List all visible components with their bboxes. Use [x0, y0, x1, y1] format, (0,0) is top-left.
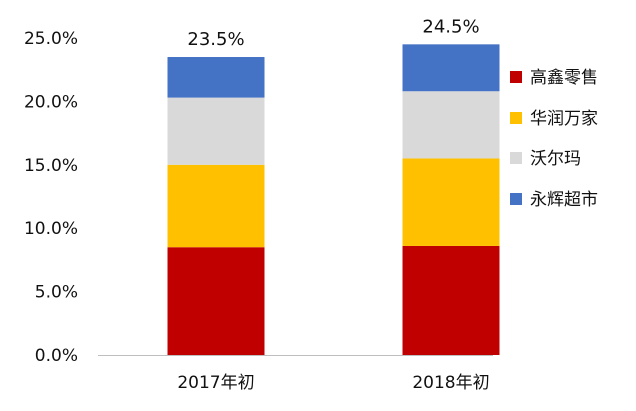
legend-swatch [510, 193, 522, 205]
y-axis: 0.0% 5.0% 10.0% 15.0% 20.0% 25.0% [24, 29, 78, 366]
y-tick-label: 10.0% [24, 219, 78, 239]
bar-segment [402, 245, 500, 355]
x-tick-label: 2017年初 [177, 373, 254, 393]
bars-group [167, 44, 500, 355]
bar-segment [402, 91, 500, 159]
legend-label: 沃尔玛 [530, 149, 581, 169]
bar-segment [402, 158, 500, 246]
legend-label: 高鑫零售 [530, 68, 598, 88]
bar-segment [167, 247, 265, 355]
y-tick-label: 5.0% [35, 283, 78, 303]
x-tick-label: 2018年初 [412, 373, 489, 393]
bar-segment [167, 97, 265, 165]
total-data-label: 23.5% [187, 29, 244, 50]
bar-segment [402, 44, 500, 92]
x-axis: 2017年初 2018年初 [98, 355, 493, 393]
y-tick-label: 0.0% [35, 346, 78, 366]
bar-segment [167, 164, 265, 248]
legend-label: 永辉超市 [530, 190, 598, 210]
bar-segment [167, 57, 265, 98]
legend-swatch [510, 71, 522, 83]
legend-swatch [510, 152, 522, 164]
legend-label: 华润万家 [530, 109, 598, 129]
total-data-label: 24.5% [422, 16, 479, 37]
legend-swatch [510, 112, 522, 124]
y-tick-label: 25.0% [24, 29, 78, 49]
y-tick-label: 20.0% [24, 92, 78, 112]
total-labels: 23.5% 24.5% [187, 16, 479, 50]
y-tick-label: 15.0% [24, 156, 78, 176]
